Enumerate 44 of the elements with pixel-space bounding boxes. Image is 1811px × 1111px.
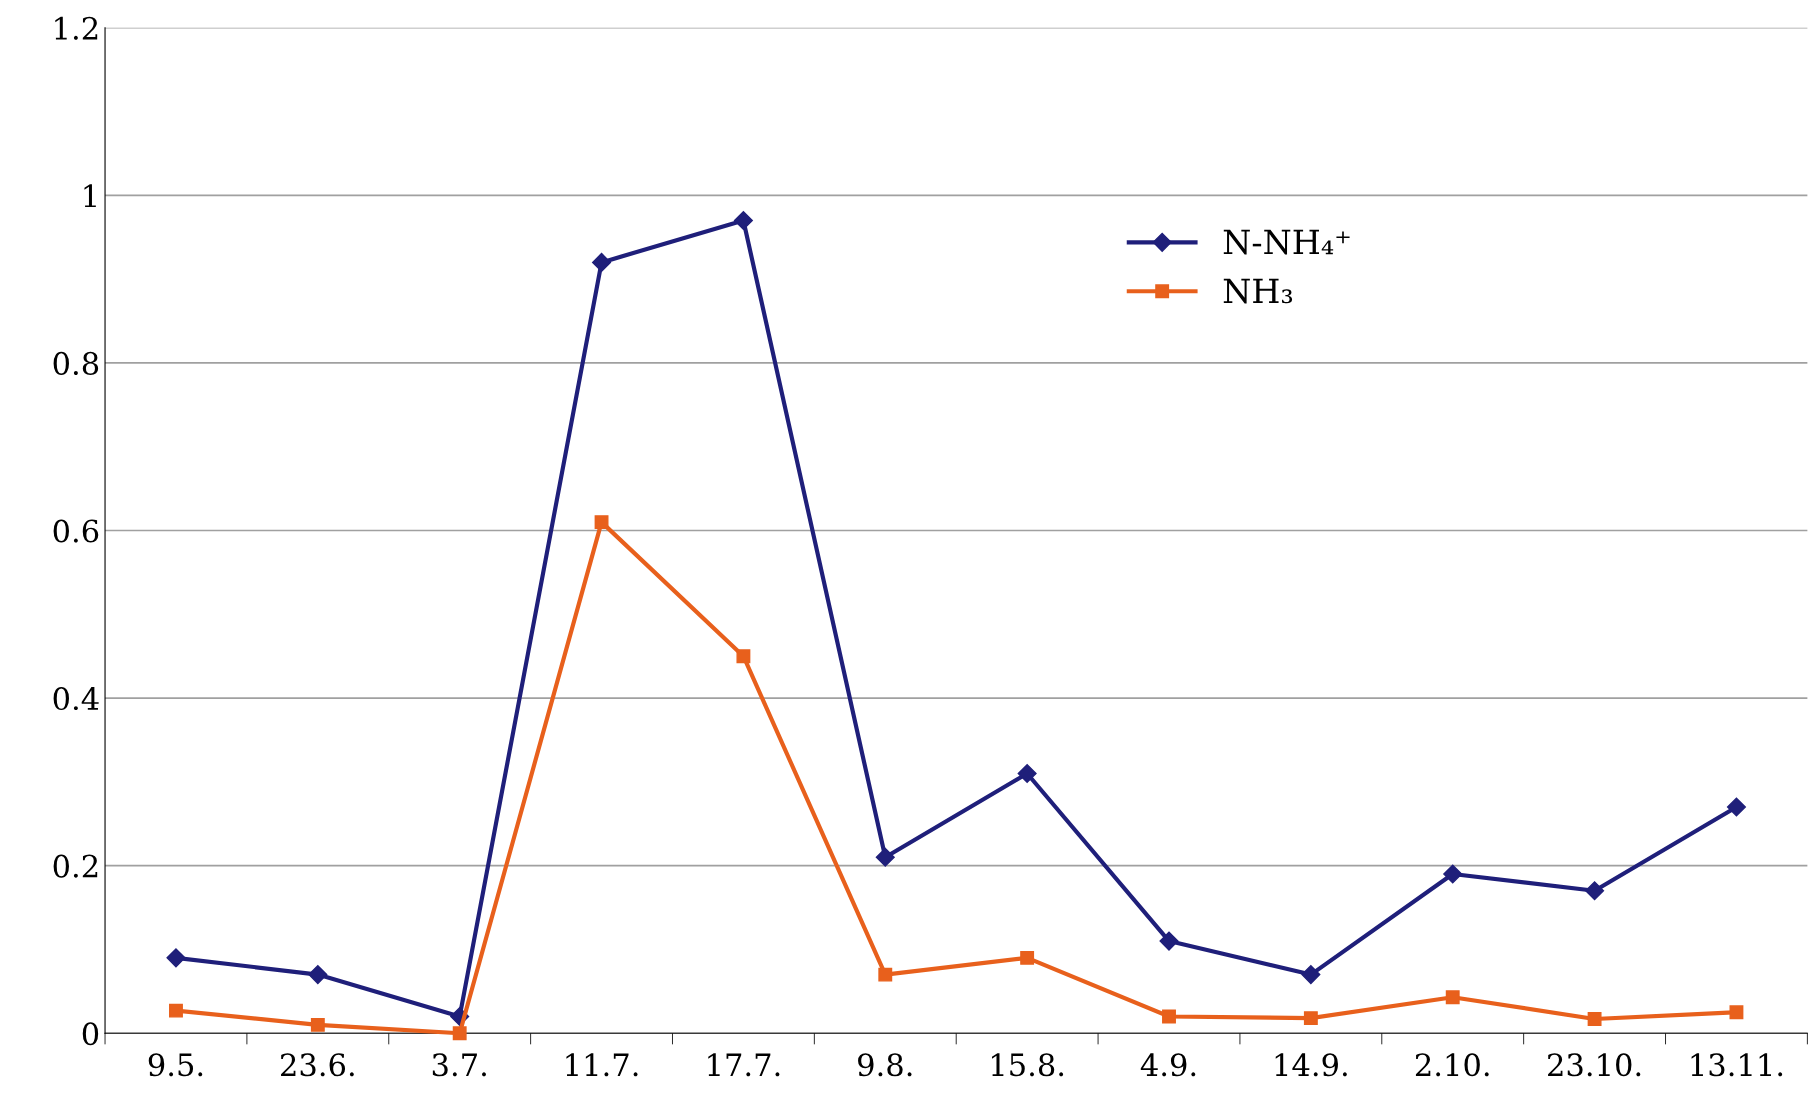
point (310, 1017, 325, 1032)
point (169, 1003, 183, 1018)
point (878, 967, 893, 982)
y-tick-label: 0.6 (53, 519, 99, 543)
point (166, 948, 186, 968)
x-tick-label: 2.10. (1415, 1053, 1489, 1077)
x-tick-label: 23.10. (1548, 1053, 1641, 1077)
y-tick-label: 0.2 (53, 854, 98, 878)
x-tick-label: 14.9. (1275, 1053, 1347, 1077)
y-tick-label: 0.8 (53, 351, 99, 375)
point (875, 847, 895, 867)
point (1726, 797, 1746, 817)
legend-label: N-NH₄⁺ (1223, 229, 1350, 255)
x-tick-label: 11.7. (566, 1053, 638, 1077)
point (594, 515, 609, 530)
x-tick-label: 3.7. (432, 1053, 486, 1077)
y-tick-label: 0 (82, 1022, 99, 1046)
x-tick-label: 17.7. (708, 1053, 780, 1077)
legend-label: NH₃ (1223, 278, 1293, 304)
x-tick-label: 9.8. (858, 1053, 912, 1077)
y-tick-label: 1 (84, 184, 96, 207)
point (1445, 990, 1460, 1005)
x-tick-label: 23.6. (281, 1053, 354, 1077)
point (1301, 965, 1321, 985)
x-tick-label: 13.11. (1691, 1053, 1783, 1077)
point (592, 252, 612, 272)
point (1729, 1005, 1744, 1020)
point (733, 210, 753, 231)
x-tick-label: 4.9. (1140, 1053, 1196, 1077)
point (1017, 763, 1037, 784)
point (452, 1026, 467, 1041)
point (1443, 864, 1463, 884)
x-tick-label: 15.8. (992, 1053, 1064, 1077)
point (308, 965, 328, 985)
point (1020, 950, 1035, 965)
x-tick-label: 9.5. (148, 1053, 203, 1077)
y-tick-label: 1.2 (55, 16, 98, 40)
point (1587, 1012, 1602, 1026)
point (736, 649, 751, 664)
point (1159, 931, 1179, 951)
point (1585, 881, 1605, 901)
point (1303, 1011, 1318, 1026)
y-tick-label: 0.4 (53, 687, 99, 711)
point (1162, 1009, 1176, 1024)
